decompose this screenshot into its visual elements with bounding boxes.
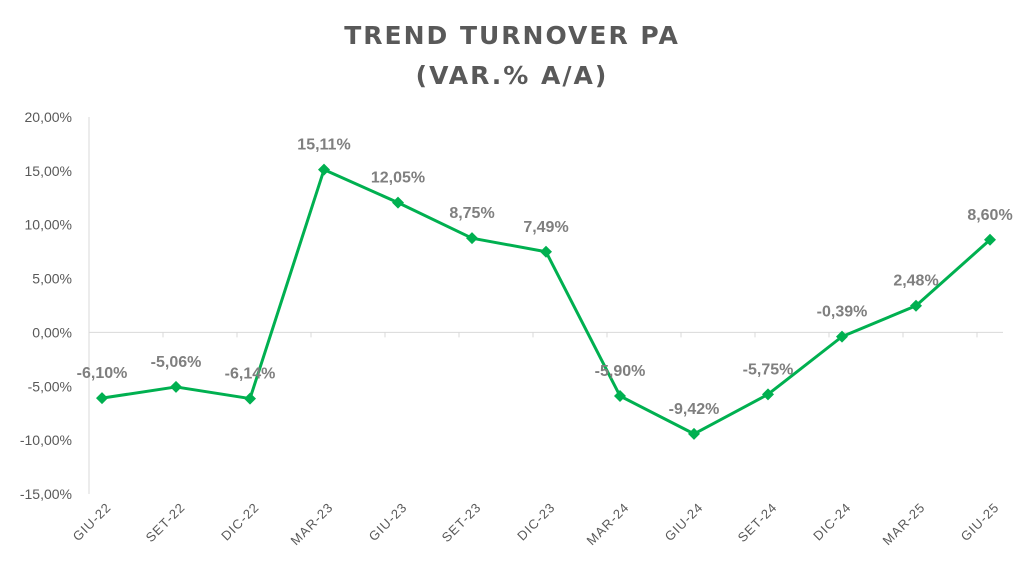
y-tick-label: -10,00%	[20, 432, 72, 448]
data-point-marker	[318, 163, 330, 176]
data-label: 12,05%	[371, 170, 425, 187]
y-tick-label: 20,00%	[25, 109, 72, 125]
data-point-marker	[170, 380, 182, 393]
y-tick-label: -15,00%	[20, 486, 72, 502]
x-tick-label: SET-23	[439, 500, 485, 546]
data-point-marker	[244, 392, 256, 405]
data-label: -6,14%	[225, 366, 276, 383]
x-tick-label: DIC-24	[810, 500, 854, 544]
data-label: -5,06%	[151, 354, 202, 371]
data-point-marker	[762, 388, 774, 401]
y-tick-label: 15,00%	[25, 163, 72, 179]
x-tick-label: MAR-24	[584, 500, 633, 549]
data-point-marker	[466, 232, 478, 245]
data-point-marker	[836, 330, 848, 343]
data-point-marker	[614, 389, 626, 402]
series-line	[101, 168, 991, 436]
data-label: 8,75%	[449, 205, 494, 222]
data-label: -9,42%	[669, 401, 720, 418]
x-tick-label: GIU-22	[70, 500, 114, 544]
x-tick-label: GIU-23	[366, 500, 410, 544]
data-point-marker	[910, 299, 922, 312]
data-point-marker	[96, 392, 108, 405]
x-tick-label: MAR-25	[880, 500, 929, 549]
x-tick-label: DIC-22	[218, 500, 262, 544]
x-tick-label: GIU-24	[662, 500, 706, 544]
data-point-marker	[688, 427, 700, 440]
x-tick-label: MAR-23	[288, 500, 337, 549]
data-label: -6,10%	[77, 365, 128, 382]
data-label: 7,49%	[523, 219, 568, 236]
data-point-marker	[984, 233, 996, 246]
data-label: -0,39%	[817, 304, 868, 321]
x-tick-label: DIC-23	[514, 500, 558, 544]
y-tick-label: 5,00%	[32, 271, 72, 287]
chart-title-line-2: (VAR.% A/A)	[416, 61, 609, 90]
data-point-marker	[540, 245, 552, 258]
data-point-marker	[392, 196, 404, 209]
y-tick-label: -5,00%	[28, 378, 72, 394]
data-label: 8,60%	[967, 207, 1012, 224]
chart-title-line-1: TREND TURNOVER PA	[344, 21, 680, 50]
data-label: 2,48%	[893, 273, 938, 290]
y-tick-label: 0,00%	[32, 324, 72, 340]
y-tick-label: 10,00%	[25, 217, 72, 233]
data-label: -5,75%	[743, 361, 794, 378]
x-tick-label: GIU-25	[958, 500, 1002, 544]
data-label: 15,11%	[297, 137, 350, 154]
x-tick-label: SET-22	[143, 500, 189, 546]
data-label: -5,90%	[595, 363, 646, 380]
x-tick-label: SET-24	[735, 500, 781, 546]
